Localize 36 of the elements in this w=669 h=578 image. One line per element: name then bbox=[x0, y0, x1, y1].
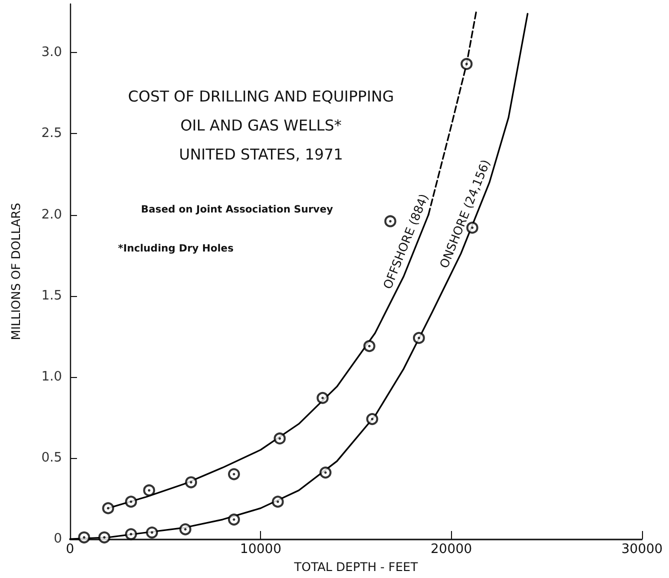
point bbox=[320, 466, 332, 479]
point bbox=[143, 484, 156, 496]
text: Based on Joint Association Survey bbox=[141, 204, 334, 216]
point bbox=[98, 531, 110, 544]
y-tick-label: 0 bbox=[54, 532, 62, 546]
y-tick-label: 0.5 bbox=[41, 450, 62, 466]
y-axis-title: MILLIONS OF DOLLARS bbox=[9, 202, 23, 340]
x-tick-label: 20000 bbox=[430, 542, 472, 557]
point bbox=[272, 496, 284, 508]
point bbox=[366, 413, 378, 426]
point bbox=[146, 526, 158, 539]
point bbox=[125, 528, 138, 540]
point bbox=[274, 432, 286, 444]
point bbox=[185, 476, 198, 488]
y-tick-label: 2.0 bbox=[41, 207, 62, 222]
x-tick-label: 0 bbox=[66, 542, 74, 557]
point bbox=[363, 340, 376, 352]
y-tick-label: 1.5 bbox=[41, 288, 62, 304]
y-tick-label: 3.0 bbox=[41, 45, 62, 60]
text: COST OF DRILLING AND EQUIPPING OIL AND GAS WELLS* UNITED STATES, 1971 bbox=[128, 88, 394, 164]
point bbox=[412, 332, 425, 344]
point bbox=[78, 531, 90, 544]
x-axis-title: TOTAL DEPTH - FEET bbox=[293, 560, 418, 574]
point bbox=[228, 514, 240, 526]
y-tick-label: 2.5 bbox=[41, 126, 62, 142]
point bbox=[460, 58, 473, 70]
point bbox=[384, 215, 396, 228]
point bbox=[125, 496, 138, 508]
point bbox=[316, 392, 329, 404]
x-tick-label: 10000 bbox=[240, 542, 282, 557]
point bbox=[102, 502, 114, 514]
annotation: *Including Dry Holes bbox=[118, 244, 234, 254]
x-tick-label: 30000 bbox=[621, 542, 663, 557]
point bbox=[179, 523, 192, 536]
y-tick-label: 1.0 bbox=[41, 369, 62, 384]
point bbox=[228, 468, 240, 480]
